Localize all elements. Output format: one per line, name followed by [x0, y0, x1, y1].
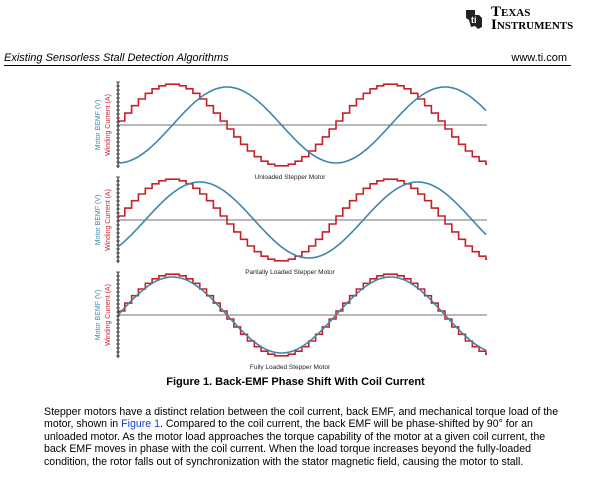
header-rule [4, 65, 571, 66]
svg-text:ti: ti [471, 15, 477, 25]
panel-caption: Fully Loaded Stepper Motor [250, 364, 331, 370]
y-label-bemf: Motor BEMF (V) [95, 290, 102, 341]
text: . Compared to the coil current, the back… [44, 418, 546, 468]
y-label-current: Winding Current (A) [105, 284, 112, 346]
url: www.ti.com [511, 52, 567, 64]
figure: Motor BEMF (V) Winding Current (A)Unloade… [95, 81, 487, 370]
y-label-current: Winding Current (A) [105, 189, 112, 251]
ti-icon: ti [466, 10, 482, 29]
link[interactable]: Figure 1 [121, 418, 161, 431]
bemf-wave [117, 86, 487, 164]
current-wave [118, 178, 487, 262]
figure-title: Figure 1. Back-EMF Phase Shift With Coil… [166, 376, 425, 388]
logo: ti Texas Instruments [463, 4, 574, 33]
paragraph: Stepper motors have a distinct relation … [44, 406, 569, 468]
panel-caption: Unloaded Stepper Motor [255, 174, 327, 181]
section-title: Existing Sensorless Stall Detection Algo… [4, 52, 229, 64]
panel-caption: Partially Loaded Stepper Motor [245, 269, 335, 276]
current-wave [118, 83, 487, 167]
current-wave [118, 273, 487, 357]
text: Stepper motors have a distinct relation … [44, 406, 559, 431]
bemf-wave [117, 276, 487, 354]
y-label-bemf: Motor BEMF (V) [95, 100, 102, 151]
company: Texas Instruments [491, 4, 574, 33]
y-label-current: Winding Current (A) [105, 94, 112, 156]
bemf-wave [117, 181, 487, 259]
y-label-bemf: Motor BEMF (V) [95, 195, 102, 246]
